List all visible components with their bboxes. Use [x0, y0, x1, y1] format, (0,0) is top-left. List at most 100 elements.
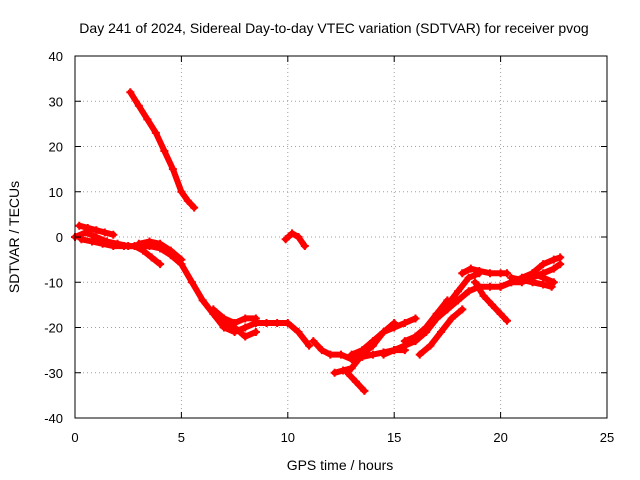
data-point	[262, 318, 271, 327]
data-point	[485, 269, 494, 278]
data-point	[390, 346, 399, 355]
x-tick-label: 10	[281, 430, 295, 445]
series-line	[221, 320, 259, 340]
data-point	[347, 350, 356, 359]
data-point	[488, 300, 497, 309]
data-point	[241, 314, 250, 323]
x-axis-label: GPS time / hours	[287, 457, 394, 473]
data-point	[415, 350, 424, 359]
data-point	[241, 323, 250, 332]
data-point	[283, 318, 292, 327]
data-point	[156, 239, 165, 248]
data-point	[556, 260, 565, 269]
data-point	[471, 278, 480, 287]
series-track-pm-g	[390, 296, 452, 355]
y-tick-label: 40	[49, 49, 63, 64]
data-point	[517, 275, 526, 284]
data-point	[432, 309, 441, 318]
data-point	[126, 88, 135, 97]
series-track-lower-a	[77, 235, 165, 269]
series-track-mid-b	[209, 305, 260, 327]
data-point	[330, 368, 339, 377]
data-point	[177, 187, 186, 196]
series-track-pm-j	[471, 278, 511, 325]
data-point	[458, 305, 467, 314]
data-point	[156, 260, 165, 269]
data-point	[358, 346, 367, 355]
chart-title: Day 241 of 2024, Sidereal Day-to-day VTE…	[79, 20, 588, 36]
data-point	[134, 239, 143, 248]
data-point	[190, 203, 199, 212]
data-point	[188, 278, 197, 287]
data-point	[109, 242, 118, 251]
data-point	[209, 305, 218, 314]
data-point	[411, 332, 420, 341]
data-point	[143, 115, 152, 124]
y-tick-label: 0	[56, 230, 63, 245]
data-point	[219, 318, 228, 327]
data-point	[496, 282, 505, 291]
y-tick-label: -10	[44, 275, 63, 290]
data-point	[294, 328, 303, 337]
data-point	[198, 296, 207, 305]
data-point	[475, 266, 484, 275]
series-track-pm-i	[458, 264, 511, 278]
x-tick-label: 25	[600, 430, 614, 445]
data-point	[528, 278, 537, 287]
data-point	[379, 350, 388, 359]
data-point	[379, 328, 388, 337]
data-point	[539, 273, 548, 282]
series-track-upper-b	[134, 237, 186, 264]
data-point	[458, 269, 467, 278]
series-track-pm-h	[415, 305, 467, 359]
data-point	[145, 237, 154, 246]
series-line	[127, 89, 198, 211]
series-track-pm-c	[343, 368, 369, 395]
data-point	[479, 291, 488, 300]
data-point	[360, 386, 369, 395]
data-point	[75, 221, 84, 230]
data-point	[426, 341, 435, 350]
y-tick-label: -20	[44, 321, 63, 336]
data-point	[100, 228, 109, 237]
data-point	[556, 253, 565, 262]
data-point	[326, 350, 335, 359]
y-tick-label: -40	[44, 411, 63, 426]
data-point	[134, 101, 143, 110]
data-point	[411, 314, 420, 323]
data-point	[422, 323, 431, 332]
data-point	[309, 337, 318, 346]
data-point	[151, 128, 160, 137]
data-point	[92, 226, 101, 235]
data-point	[400, 341, 409, 350]
data-point	[454, 287, 463, 296]
data-point	[281, 235, 290, 244]
data-point	[368, 337, 377, 346]
data-point	[177, 255, 186, 264]
series-line	[282, 230, 308, 250]
series-track-steep	[126, 88, 199, 212]
data-point	[507, 273, 516, 282]
data-point	[183, 196, 192, 205]
data-point	[485, 282, 494, 291]
data-point	[502, 269, 511, 278]
y-tick-label: -30	[44, 366, 63, 381]
series-track-upper-a	[75, 221, 118, 239]
y-tick-label: 20	[49, 140, 63, 155]
x-tick-label: 15	[387, 430, 401, 445]
data-point	[273, 318, 282, 327]
data-point	[147, 253, 156, 262]
data-point	[119, 242, 128, 251]
data-point	[251, 314, 260, 323]
data-point	[305, 341, 314, 350]
data-point	[368, 350, 377, 359]
data-point	[160, 147, 169, 156]
series-track-pm-m	[528, 269, 558, 287]
data-point	[230, 323, 239, 332]
data-point	[77, 235, 86, 244]
data-point	[496, 309, 505, 318]
data-point	[343, 368, 352, 377]
data-point	[347, 364, 356, 373]
data-point	[390, 323, 399, 332]
